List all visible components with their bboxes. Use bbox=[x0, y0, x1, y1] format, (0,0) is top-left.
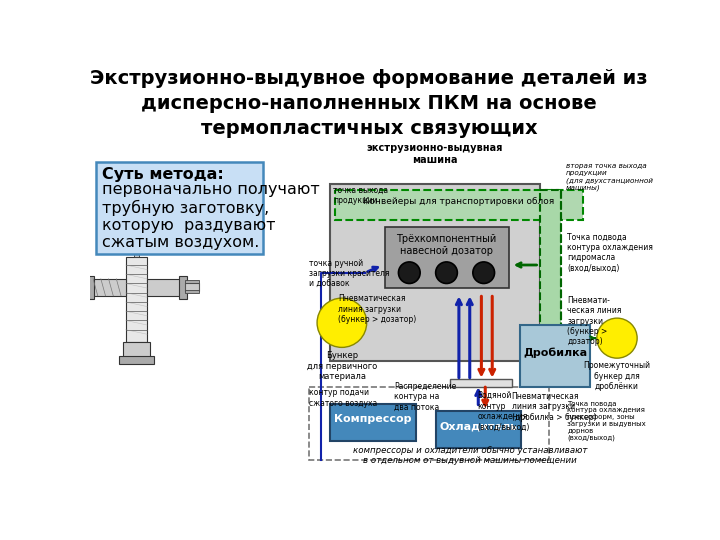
Bar bbox=[451, 379, 513, 387]
Text: Точка повода
контура охлаждения
прессоформ, зоны
загрузки и выдувных
дорнов
(вхо: Точка повода контура охлаждения прессофо… bbox=[567, 400, 646, 441]
Bar bbox=[184, 280, 199, 284]
Text: Бункер
для первичного
материала: Бункер для первичного материала bbox=[307, 351, 377, 381]
Bar bbox=[90, 279, 126, 296]
Text: Суть метода:: Суть метода: bbox=[102, 167, 224, 182]
Text: Распределение
контура на
два потока: Распределение контура на два потока bbox=[394, 382, 456, 412]
Bar bbox=[309, 387, 549, 460]
Bar bbox=[335, 190, 583, 220]
Bar bbox=[330, 184, 539, 361]
Circle shape bbox=[132, 241, 141, 251]
Text: контур подачи
сжатого воздуха: контур подачи сжатого воздуха bbox=[309, 388, 377, 408]
Text: Промежуточный
бункер для
дроблёнки: Промежуточный бункер для дроблёнки bbox=[583, 361, 650, 391]
Text: Компрессор: Компрессор bbox=[334, 414, 412, 424]
Text: Охладитель: Охладитель bbox=[439, 422, 518, 431]
Text: Трёхкомпонентный
навесной дозатор: Трёхкомпонентный навесной дозатор bbox=[397, 234, 497, 256]
Bar bbox=[384, 226, 508, 288]
Bar bbox=[148, 279, 183, 296]
Bar bbox=[520, 325, 590, 387]
Text: компрессоры и охладители обычно устанавливают
в отдельном от выдувной машины пом: компрессоры и охладители обычно устанавл… bbox=[353, 446, 587, 465]
Text: точка выхода
продукции: точка выхода продукции bbox=[333, 186, 389, 205]
Bar bbox=[126, 257, 148, 342]
Bar bbox=[184, 284, 199, 291]
Circle shape bbox=[398, 262, 420, 284]
Bar bbox=[86, 276, 94, 299]
Text: Точка подвода
контура охлаждения
гидромасла
(вход/выход): Точка подвода контура охлаждения гидрома… bbox=[567, 233, 653, 273]
Bar bbox=[134, 247, 139, 257]
Bar bbox=[179, 276, 187, 299]
Bar bbox=[74, 280, 89, 284]
Text: экструзионно-выдувная
машина: экструзионно-выдувная машина bbox=[366, 143, 503, 165]
Circle shape bbox=[436, 262, 457, 284]
Text: Конвейеры для транспортировки облоя: Конвейеры для транспортировки облоя bbox=[364, 197, 554, 206]
Bar bbox=[120, 356, 153, 363]
Bar bbox=[184, 289, 199, 293]
Text: точка ручной
загрузки красителя
и добавок: точка ручной загрузки красителя и добаво… bbox=[309, 259, 389, 289]
Bar bbox=[74, 284, 89, 291]
Text: Экструзионно-выдувное формование деталей из
дисперсно-наполненных ПКМ на основе
: Экструзионно-выдувное формование деталей… bbox=[90, 70, 648, 138]
Circle shape bbox=[473, 262, 495, 284]
Text: Пневматическая
линия загрузки
(бункер > дозатор): Пневматическая линия загрузки (бункер > … bbox=[338, 294, 416, 324]
Text: Пневмати-
ческая линия
загрузки
(бункер >
дозатор): Пневмати- ческая линия загрузки (бункер … bbox=[567, 296, 622, 346]
Bar bbox=[74, 289, 89, 293]
Circle shape bbox=[317, 298, 366, 347]
Bar bbox=[330, 403, 415, 441]
Text: Пневматическая
линия загрузки
(дробилка > бункер): Пневматическая линия загрузки (дробилка … bbox=[512, 392, 596, 422]
Text: Водяной
контур
охлаждения
(вход/выход): Водяной контур охлаждения (вход/выход) bbox=[477, 392, 530, 431]
Circle shape bbox=[597, 318, 637, 358]
Bar bbox=[122, 342, 150, 357]
Text: вторая точка выхода
продукции
(для двухстанционной
машины): вторая точка выхода продукции (для двухс… bbox=[566, 164, 653, 191]
Bar bbox=[436, 411, 521, 448]
Text: Дробилка: Дробилка bbox=[523, 348, 587, 358]
Bar bbox=[539, 190, 561, 351]
Text: первоначально получают
трубную заготовку,
которую  раздувают
сжатым воздухом.: первоначально получают трубную заготовку… bbox=[102, 182, 320, 251]
Bar bbox=[96, 162, 263, 254]
